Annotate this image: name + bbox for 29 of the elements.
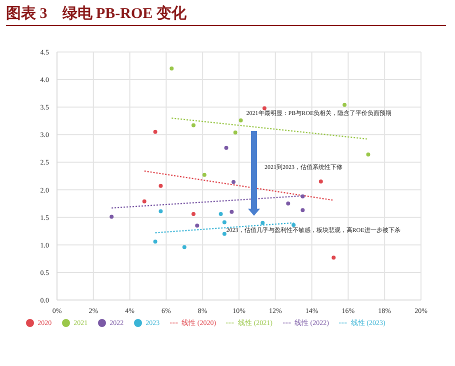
point: [318, 180, 323, 184]
point: [142, 199, 146, 204]
point: [170, 66, 174, 71]
point: [286, 202, 290, 206]
point: [218, 212, 223, 216]
point: [182, 245, 186, 250]
point: [260, 220, 265, 225]
point: [192, 212, 196, 216]
point: [222, 232, 226, 236]
point: [300, 208, 305, 212]
point: [153, 130, 158, 134]
point: [232, 180, 236, 184]
point: [158, 184, 163, 188]
point: [192, 123, 196, 128]
point: [300, 194, 305, 198]
point: [224, 146, 228, 150]
chart-title: 图表 3 绿电 PB-ROE 变化: [6, 4, 446, 26]
point: [233, 130, 238, 134]
point: [110, 214, 114, 219]
point: [230, 210, 234, 214]
point: [332, 256, 336, 260]
point: [195, 224, 200, 228]
point: [158, 209, 163, 214]
point: [153, 240, 158, 244]
point: [202, 172, 206, 177]
point: [342, 102, 347, 107]
point: [238, 118, 243, 122]
point: [366, 152, 370, 157]
point: [222, 220, 226, 224]
